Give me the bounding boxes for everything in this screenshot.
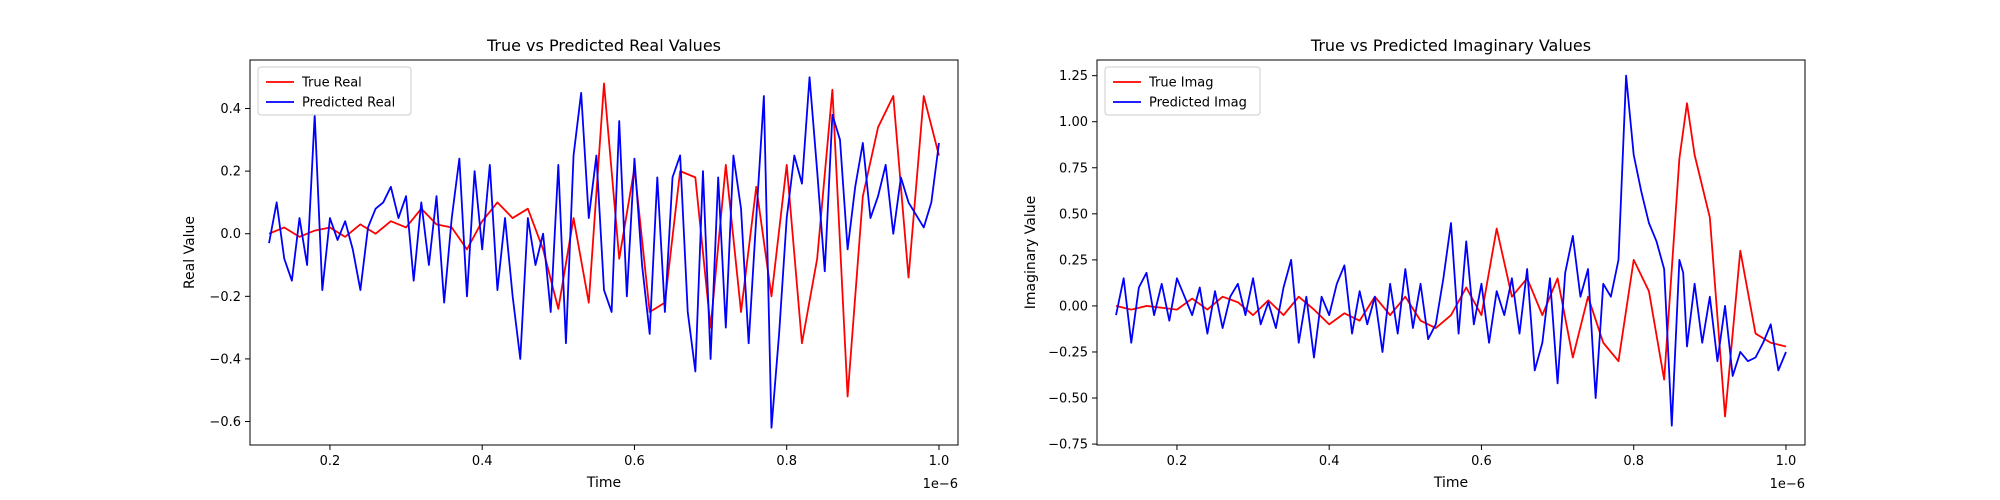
- real-values-plot: 0.2 0.4 0.6 0.8 1.0 −0.6 −0.4 −0.2 0.0 0.2 0.4 1e−6…: [182, 36, 959, 492]
- legend-box: [257, 66, 412, 116]
- series-line-predicted-real: [268, 76, 940, 429]
- y-tick-label: −0.75: [1048, 438, 1088, 453]
- x-tick-label: 0.2: [1167, 454, 1188, 469]
- x-tick-label: 1.0: [929, 454, 950, 469]
- y-tick-label: 0.50: [1059, 207, 1088, 222]
- x-axis-label: Time: [586, 475, 621, 491]
- legend-label: Predicted Imag: [1149, 96, 1247, 111]
- x-axis-label: Time: [1433, 475, 1468, 491]
- legend-label: True Imag: [1148, 76, 1213, 91]
- y-tick-label: −0.6: [209, 415, 241, 430]
- y-tick-label: 0.75: [1059, 161, 1088, 176]
- y-tick-label: −0.2: [209, 290, 241, 305]
- x-tick-label: 0.6: [624, 454, 645, 469]
- y-tick-label: 0.4: [220, 102, 241, 117]
- legend: True Real Predicted Real: [257, 66, 412, 116]
- legend-box: [1104, 66, 1261, 116]
- series-line-true-real: [268, 82, 940, 398]
- legend-label: Predicted Real: [302, 96, 395, 111]
- legend-label: True Real: [301, 76, 362, 91]
- x-offset-label: 1e−6: [923, 477, 958, 492]
- y-tick-label: 0.00: [1059, 299, 1088, 314]
- plot-frame: [1096, 59, 1806, 446]
- chart-title: True vs Predicted Imaginary Values: [1310, 36, 1591, 55]
- legend: True Imag Predicted Imag: [1104, 66, 1261, 116]
- x-tick-label: 0.2: [320, 454, 341, 469]
- y-tick-label: 0.25: [1059, 253, 1088, 268]
- y-tick-label: 1.25: [1059, 69, 1088, 84]
- y-tick-label: 0.2: [220, 165, 241, 180]
- x-tick-label: 0.4: [472, 454, 493, 469]
- y-tick-label: −0.50: [1048, 392, 1088, 407]
- imaginary-values-plot: 0.2 0.4 0.6 0.8 1.0 −0.75 −0.50 −0.25 0.00 0.25 0.…: [1023, 36, 1806, 492]
- x-offset-label: 1e−6: [1770, 477, 1805, 492]
- x-tick-label: 0.4: [1319, 454, 1340, 469]
- x-tick-label: 0.6: [1471, 454, 1492, 469]
- y-axis-label: Real Value: [182, 216, 198, 289]
- x-tick-label: 0.8: [1623, 454, 1644, 469]
- y-tick-label: −0.25: [1048, 345, 1088, 360]
- chart-title: True vs Predicted Real Values: [486, 36, 721, 55]
- plot-frame: [249, 59, 959, 446]
- y-tick-label: 1.00: [1059, 115, 1088, 130]
- y-tick-label: −0.4: [209, 352, 241, 367]
- series-line-predicted-imag: [1115, 74, 1787, 427]
- y-tick-label: 0.0: [220, 227, 241, 242]
- x-tick-label: 1.0: [1776, 454, 1797, 469]
- x-tick-label: 0.8: [776, 454, 797, 469]
- y-axis-label: Imaginary Value: [1023, 196, 1039, 310]
